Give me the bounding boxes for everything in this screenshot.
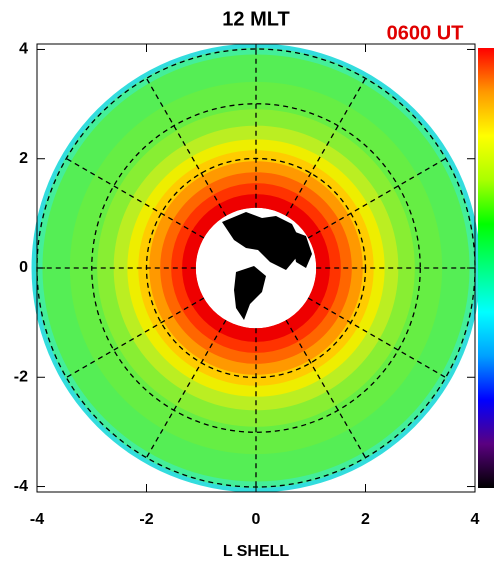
continent <box>222 212 300 270</box>
x-tick-label: -4 <box>30 511 44 528</box>
x-tick-label: 2 <box>361 511 370 528</box>
y-tick-label: 0 <box>19 259 28 276</box>
grid-circle <box>91 103 421 433</box>
continent <box>290 230 312 268</box>
y-tick-label: -2 <box>14 368 28 385</box>
continent <box>234 266 266 320</box>
colorbar <box>478 48 494 488</box>
y-tick-label: 4 <box>19 41 28 58</box>
y-tick-label: 2 <box>19 150 28 167</box>
earth <box>195 207 317 329</box>
x-tick-label: 0 <box>252 511 261 528</box>
y-tick-label: -4 <box>14 478 28 495</box>
x-axis-label: L SHELL <box>223 543 290 560</box>
time-label: 0600 UT <box>387 22 464 44</box>
x-tick-label: -2 <box>139 511 153 528</box>
chart-title: 12 MLT <box>222 8 289 30</box>
x-tick-label: 4 <box>471 511 480 528</box>
